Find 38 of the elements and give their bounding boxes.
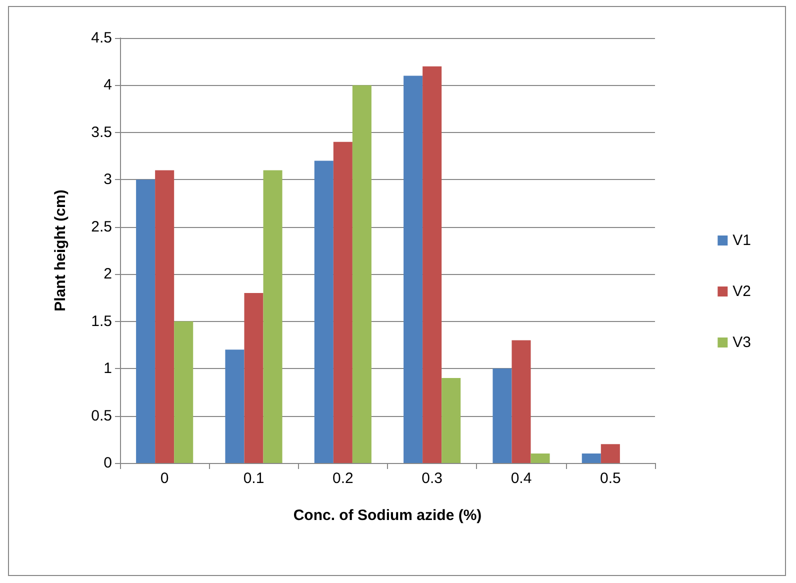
- bar: [492, 368, 512, 463]
- bar: [174, 321, 194, 463]
- x-tick-label: 0.1: [243, 470, 264, 487]
- y-tick-label: 1: [104, 360, 112, 378]
- x-tick-label: 0.4: [510, 470, 532, 487]
- y-tick-label: 1.5: [91, 312, 112, 330]
- bar: [333, 142, 352, 463]
- x-tick-label: 0: [160, 470, 169, 487]
- x-tick-label: 0.5: [600, 470, 621, 487]
- bar: [442, 378, 461, 463]
- y-tick-label: 2.5: [91, 218, 112, 236]
- legend-label: V3: [732, 334, 752, 351]
- y-tick-label: 2: [104, 266, 112, 283]
- y-tick-label: 0.5: [91, 407, 112, 424]
- legend-label: V1: [732, 232, 752, 249]
- bar: [136, 180, 156, 463]
- bar: [244, 293, 264, 463]
- bar: [512, 340, 531, 463]
- y-tick-label: 3.5: [91, 124, 112, 141]
- bar: [404, 76, 423, 463]
- y-tick-label: 3: [104, 171, 112, 188]
- bar: [314, 160, 334, 463]
- x-tick-label: 0.2: [332, 470, 354, 487]
- bar: [600, 444, 620, 463]
- bar: [352, 85, 372, 463]
- bar: [155, 170, 174, 463]
- bar: [422, 66, 442, 463]
- x-axis-title: Conc. of Sodium azide (%): [293, 507, 482, 524]
- y-tick-label: 0: [104, 454, 112, 472]
- bar: [582, 454, 601, 463]
- legend-label: V2: [732, 283, 752, 300]
- y-tick-label: 4: [104, 76, 112, 94]
- x-tick-label: 0.3: [422, 470, 443, 487]
- bar: [225, 350, 244, 463]
- y-tick-label: 4.5: [91, 30, 112, 46]
- y-axis-title: Plant height (cm): [52, 190, 69, 312]
- bar: [263, 170, 282, 463]
- bar: [530, 454, 550, 463]
